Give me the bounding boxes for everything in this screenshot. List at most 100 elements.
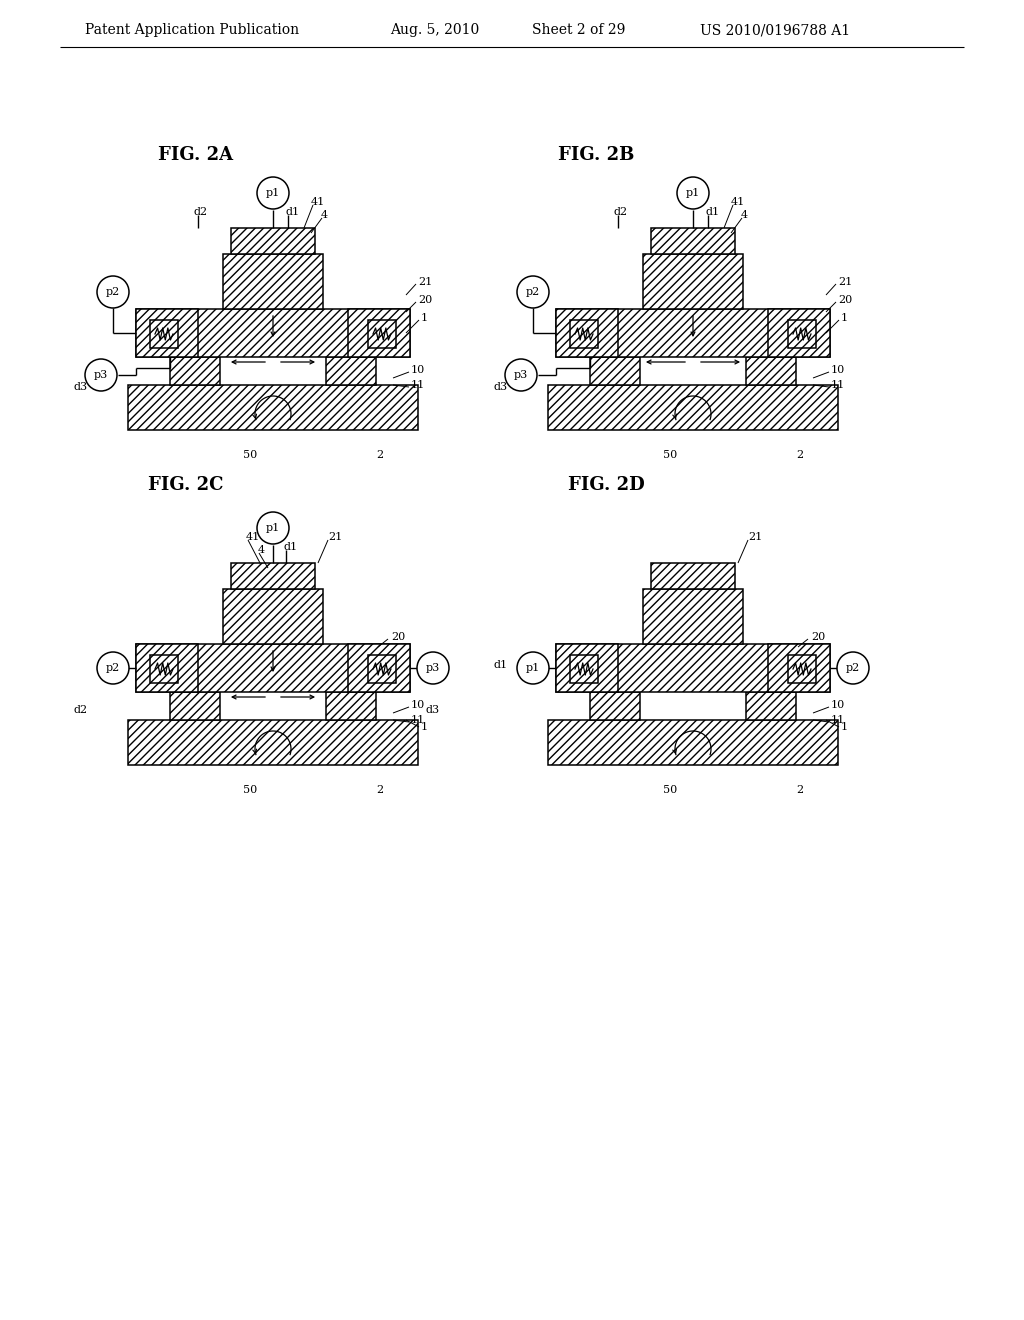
Bar [556, 309, 830, 356]
Text: d1: d1 [493, 660, 507, 671]
Bar [590, 356, 640, 385]
Circle shape [677, 177, 709, 209]
Bar [768, 644, 830, 692]
Text: Aug. 5, 2010: Aug. 5, 2010 [390, 22, 479, 37]
Bar [651, 228, 735, 253]
Bar [746, 692, 796, 719]
Text: US 2010/0196788 A1: US 2010/0196788 A1 [700, 22, 850, 37]
Text: 2: 2 [376, 450, 383, 459]
Text: d1: d1 [286, 207, 300, 216]
Bar [348, 644, 410, 692]
Text: FIG. 2B: FIG. 2B [558, 147, 635, 164]
Text: d2: d2 [614, 207, 628, 216]
Text: 41: 41 [311, 197, 326, 207]
Bar [768, 309, 830, 356]
Bar [170, 692, 220, 719]
Text: 10: 10 [831, 700, 845, 710]
Text: p2: p2 [105, 286, 120, 297]
Text: d1: d1 [706, 207, 720, 216]
Text: p3: p3 [514, 370, 528, 380]
Text: 20: 20 [418, 294, 432, 305]
Bar [548, 385, 838, 430]
Circle shape [257, 512, 289, 544]
Text: 50: 50 [243, 785, 257, 795]
Text: 4: 4 [258, 545, 265, 554]
Text: p1: p1 [266, 187, 281, 198]
Text: 50: 50 [663, 450, 677, 459]
Circle shape [837, 652, 869, 684]
Bar [788, 655, 816, 682]
Text: FIG. 2C: FIG. 2C [148, 477, 223, 494]
Bar [150, 655, 178, 682]
Bar [643, 253, 743, 309]
Bar [326, 692, 376, 719]
Bar [136, 644, 198, 692]
Bar [651, 564, 735, 589]
Text: 41: 41 [246, 532, 260, 543]
Text: 11: 11 [831, 380, 845, 389]
Text: d3: d3 [493, 381, 507, 392]
Circle shape [417, 652, 449, 684]
Bar [556, 644, 830, 692]
Text: 2: 2 [796, 785, 803, 795]
Text: 21: 21 [748, 532, 762, 543]
Text: 11: 11 [411, 380, 425, 389]
Bar [128, 719, 418, 766]
Text: 4: 4 [741, 210, 749, 220]
Text: 1: 1 [841, 722, 848, 733]
Circle shape [505, 359, 537, 391]
Text: p2: p2 [105, 663, 120, 673]
Bar [223, 253, 323, 309]
Text: p1: p1 [686, 187, 700, 198]
Circle shape [257, 177, 289, 209]
Bar [231, 564, 315, 589]
Bar [348, 309, 410, 356]
Text: 10: 10 [411, 366, 425, 375]
Text: 50: 50 [663, 785, 677, 795]
Bar [368, 319, 396, 348]
Text: 1: 1 [421, 722, 428, 733]
Circle shape [85, 359, 117, 391]
Circle shape [517, 652, 549, 684]
Text: 1: 1 [841, 313, 848, 323]
Text: Sheet 2 of 29: Sheet 2 of 29 [532, 22, 626, 37]
Text: 2: 2 [796, 450, 803, 459]
Bar [590, 692, 640, 719]
Bar [136, 309, 198, 356]
Text: Patent Application Publication: Patent Application Publication [85, 22, 299, 37]
Text: 50: 50 [243, 450, 257, 459]
Bar [136, 309, 410, 356]
Text: d2: d2 [194, 207, 208, 216]
Text: 20: 20 [838, 294, 852, 305]
Bar [746, 356, 796, 385]
Bar [136, 644, 410, 692]
Bar [788, 319, 816, 348]
Bar [223, 589, 323, 644]
Text: 21: 21 [418, 277, 432, 286]
Bar [643, 589, 743, 644]
Text: 2: 2 [376, 785, 383, 795]
Text: p2: p2 [846, 663, 860, 673]
Text: 10: 10 [831, 366, 845, 375]
Circle shape [97, 652, 129, 684]
Text: FIG. 2A: FIG. 2A [158, 147, 233, 164]
Text: p1: p1 [266, 523, 281, 533]
Text: 21: 21 [838, 277, 852, 286]
Bar [326, 356, 376, 385]
Text: 20: 20 [391, 632, 406, 642]
Text: 20: 20 [811, 632, 825, 642]
Circle shape [517, 276, 549, 308]
Text: 10: 10 [411, 700, 425, 710]
Text: d2: d2 [846, 660, 860, 671]
Text: 11: 11 [831, 715, 845, 725]
Text: d1: d1 [283, 543, 297, 552]
Bar [556, 309, 618, 356]
Text: d3: d3 [73, 381, 87, 392]
Text: 41: 41 [731, 197, 745, 207]
Bar [150, 319, 178, 348]
Text: 11: 11 [411, 715, 425, 725]
Text: 1: 1 [421, 313, 428, 323]
Text: FIG. 2D: FIG. 2D [568, 477, 645, 494]
Bar [556, 644, 618, 692]
Bar [570, 319, 598, 348]
